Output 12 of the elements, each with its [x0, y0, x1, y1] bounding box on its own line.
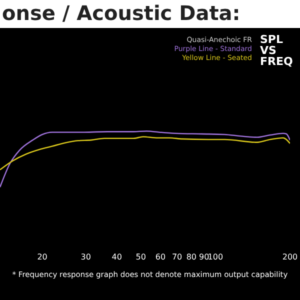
chart-title: onse / Acoustic Data: — [2, 1, 240, 25]
x-tick-label: 200 — [282, 252, 298, 262]
x-tick-label: 100 — [208, 252, 224, 262]
x-tick-label: 50 — [136, 252, 146, 262]
x-tick-label: 20 — [37, 252, 48, 262]
chart-subtitle: SPL VS FREQ — [260, 33, 294, 68]
x-tick-label: 30 — [80, 252, 91, 262]
x-tick-label: 70 — [172, 252, 182, 262]
x-tick-label: 80 — [186, 252, 197, 262]
x-tick-label: 60 — [155, 252, 166, 262]
x-tick-label: 90 — [199, 252, 210, 262]
x-tick-label: 40 — [112, 252, 122, 262]
